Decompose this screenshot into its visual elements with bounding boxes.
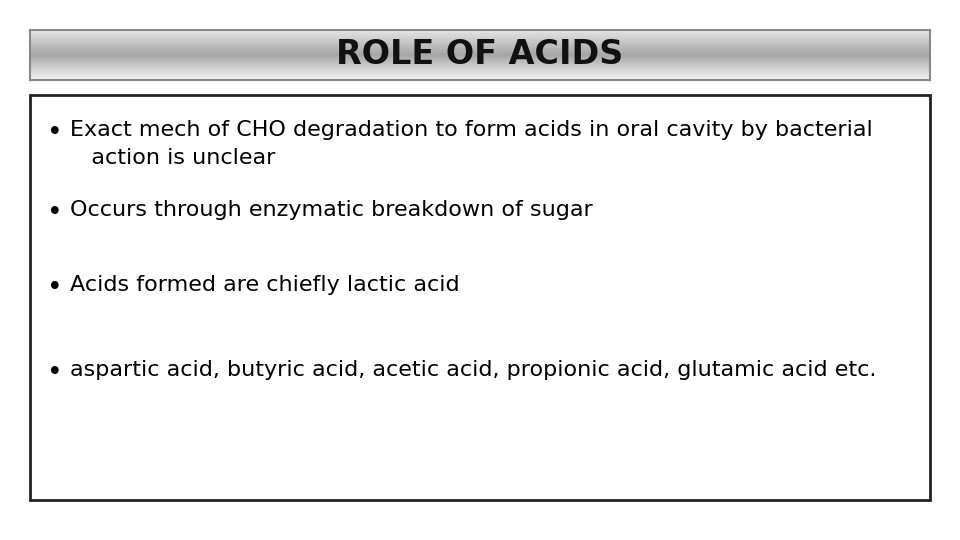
Text: •: • [47,360,62,386]
Text: Exact mech of CHO degradation to form acids in oral cavity by bacterial
   actio: Exact mech of CHO degradation to form ac… [70,120,873,168]
Bar [30,53,930,54]
Bar [30,41,930,42]
Text: ROLE OF ACIDS: ROLE OF ACIDS [336,38,624,71]
Bar [30,79,930,80]
Bar [30,30,930,31]
Bar [30,63,930,64]
Bar [30,56,930,57]
Bar [30,50,930,51]
Text: •: • [47,275,62,301]
Bar [30,71,930,72]
Bar [30,58,930,59]
Bar [30,72,930,73]
Bar [30,52,930,53]
Bar [30,61,930,62]
Text: •: • [47,120,62,146]
Text: •: • [47,200,62,226]
Bar [30,73,930,74]
Bar [30,45,930,46]
Bar [30,35,930,36]
Bar [30,74,930,75]
Bar [30,49,930,50]
Bar [30,43,930,44]
Bar [30,60,930,61]
Bar [30,66,930,68]
Bar [30,38,930,39]
Bar [30,30,930,80]
Bar [30,68,930,69]
Bar [30,77,930,78]
Bar [30,62,930,63]
Bar [30,36,930,37]
Bar [30,54,930,55]
Bar [30,48,930,49]
Bar [30,32,930,33]
Bar [30,70,930,71]
Bar [30,39,930,40]
Bar [30,75,930,76]
Bar [30,40,930,41]
Bar [30,34,930,35]
Text: Occurs through enzymatic breakdown of sugar: Occurs through enzymatic breakdown of su… [70,200,592,220]
Bar [30,57,930,58]
Text: Acids formed are chiefly lactic acid: Acids formed are chiefly lactic acid [70,275,460,295]
Bar [30,69,930,70]
Bar [30,64,930,65]
Bar [30,95,930,500]
Bar [30,55,930,56]
Bar [30,33,930,34]
Bar [30,44,930,45]
Bar [30,37,930,38]
Bar [30,76,930,77]
Bar [30,46,930,48]
Bar [30,51,930,52]
Bar [30,31,930,32]
Bar [30,78,930,79]
Bar [30,59,930,60]
Bar [30,42,930,43]
Bar [30,65,930,66]
Text: aspartic acid, butyric acid, acetic acid, propionic acid, glutamic acid etc.: aspartic acid, butyric acid, acetic acid… [70,360,876,380]
